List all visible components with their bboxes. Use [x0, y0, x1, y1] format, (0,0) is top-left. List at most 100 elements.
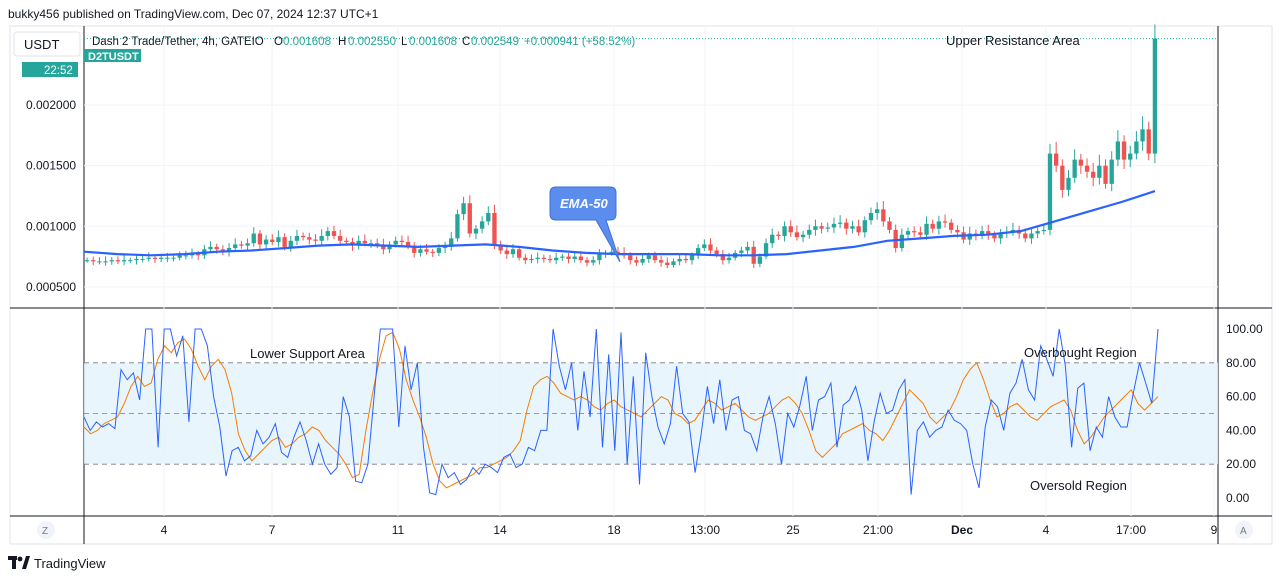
candle-body	[640, 258, 645, 263]
candle-body	[300, 235, 306, 238]
candle-body	[294, 235, 300, 241]
candle-body	[449, 238, 454, 247]
candle-body	[547, 258, 553, 261]
footer: TradingView	[0, 548, 1281, 579]
currency-box[interactable]	[13, 31, 81, 57]
candle-body	[381, 244, 386, 250]
candle-body	[918, 232, 923, 235]
candle-body	[436, 248, 442, 253]
candle-body	[424, 249, 429, 252]
symbol-tag: D2TUSDT	[88, 51, 139, 63]
candle-body	[177, 255, 182, 258]
candle-body	[510, 249, 516, 255]
candle-body	[868, 212, 874, 221]
chart-area[interactable]: 0.002000 0.001500 0.001000 0.000500 4 7 11 14 18…	[0, 0, 1281, 553]
candle-body	[239, 244, 244, 246]
candle-body	[282, 237, 287, 247]
candle-body	[1066, 177, 1071, 190]
candle-body	[91, 260, 96, 262]
legend-open-label: O	[274, 36, 283, 48]
candle-body	[183, 255, 189, 257]
candle-body	[665, 262, 670, 266]
candle-body	[949, 222, 954, 230]
legend-high: 0.002550	[348, 36, 396, 48]
time-tick-label: 4	[161, 523, 168, 537]
candle-body	[263, 239, 269, 245]
candle-body	[1078, 159, 1084, 166]
legend-open: 0.001608	[283, 36, 331, 48]
candle-body	[337, 235, 343, 241]
candle-body	[430, 251, 435, 253]
candle-body	[84, 260, 90, 262]
candle-body	[461, 203, 466, 215]
candle-body	[455, 214, 460, 239]
candle-body	[720, 254, 726, 261]
publish-header: bukky456 published on TradingView.com, D…	[0, 0, 1281, 28]
candle-body	[442, 246, 448, 249]
tradingview-logo[interactable]: TradingView	[8, 553, 106, 573]
candle-body	[276, 237, 281, 243]
candle-body	[862, 220, 867, 233]
oscillator-layer	[83, 328, 1159, 496]
candle-body	[208, 246, 213, 250]
lower-support-label: Lower Support Area	[250, 346, 366, 361]
candle-body	[615, 251, 621, 253]
candle-body	[498, 244, 503, 251]
candle-body	[152, 257, 158, 259]
candle-body	[486, 212, 491, 222]
candle-body	[331, 231, 337, 236]
candle-body	[541, 257, 547, 259]
candle-body	[1023, 233, 1028, 239]
legend-close-label: C	[462, 36, 470, 48]
candle-body	[782, 226, 787, 236]
candle-body	[986, 231, 991, 235]
candle-body	[702, 244, 707, 249]
candle-body	[695, 248, 701, 256]
candle-body	[992, 234, 997, 239]
candle-body	[245, 243, 250, 246]
chart-svg[interactable]: 0.002000 0.001500 0.001000 0.000500 4 7 11 14 18…	[0, 0, 1281, 548]
candle-body	[955, 229, 960, 233]
candle-body	[196, 254, 201, 256]
ema-layer	[83, 190, 1156, 257]
candle-body	[930, 223, 935, 229]
time-tick-label: 18	[607, 523, 621, 537]
candle-body	[492, 212, 497, 245]
candle-body	[226, 248, 232, 252]
auto-scale-button[interactable]	[1235, 521, 1253, 539]
candle-body	[362, 240, 368, 244]
candle-body	[578, 256, 584, 261]
candle-body	[158, 257, 164, 259]
candle-body	[1053, 153, 1059, 166]
oscillator-grid	[84, 362, 1218, 465]
legend-high-label: H	[338, 36, 346, 48]
candle-body	[646, 255, 651, 259]
candle-body	[1103, 165, 1108, 184]
tradingview-brand: TradingView	[34, 555, 106, 571]
candle-body	[689, 255, 695, 261]
candle-body	[1084, 165, 1090, 172]
candle-body	[257, 233, 263, 245]
candle-body	[776, 234, 781, 236]
candle-body	[1109, 159, 1114, 184]
candles-layer	[84, 24, 1158, 269]
candle-body	[1115, 141, 1121, 160]
candle-body	[270, 239, 275, 243]
countdown: 22:52	[44, 65, 73, 77]
candle-body	[412, 245, 417, 253]
candle-body	[1121, 141, 1127, 160]
candle-body	[1072, 159, 1077, 178]
candle-body	[566, 256, 571, 259]
candle-body	[313, 239, 318, 241]
tradingview-logo-icon	[8, 556, 30, 569]
candle-body	[807, 229, 812, 235]
candle-body	[325, 231, 330, 236]
timezone-button[interactable]	[37, 521, 55, 539]
candle-body	[1041, 229, 1046, 232]
candle-body	[165, 257, 170, 259]
candle-body	[1091, 171, 1096, 178]
candle-body	[1146, 129, 1151, 154]
candle-body	[757, 256, 763, 264]
candle-body	[128, 260, 133, 262]
candle-body	[924, 223, 929, 235]
